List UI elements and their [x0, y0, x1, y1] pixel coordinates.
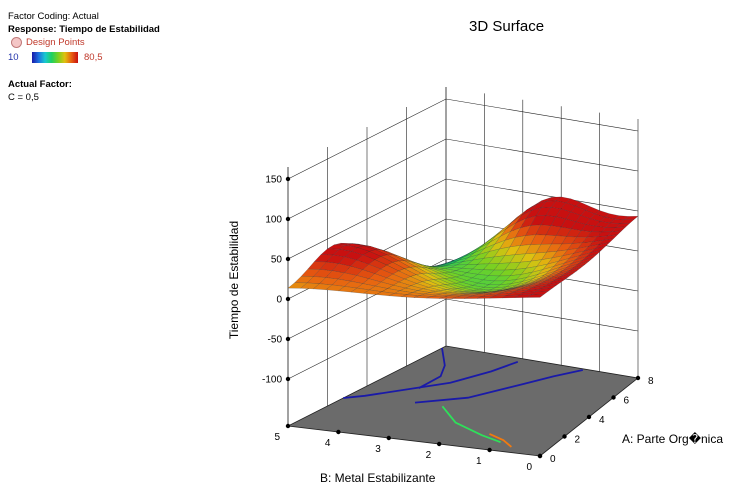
- design-points-label: Design Points: [26, 37, 85, 48]
- z-tick-label: -50: [268, 335, 283, 346]
- contour-line: [414, 369, 583, 404]
- scale-min-label: 10: [8, 52, 19, 63]
- z-tick-label: 50: [271, 255, 283, 266]
- contour-line: [418, 347, 446, 389]
- legend-panel: Factor Coding: Actual Response: Tiempo d…: [8, 10, 160, 104]
- z-tick-mark: [285, 176, 291, 182]
- contour-floor: [286, 345, 639, 457]
- b-tick-label: 5: [274, 432, 280, 443]
- a-tick-label: 4: [599, 415, 605, 426]
- b-tick-label: 4: [325, 438, 331, 449]
- color-gradient-bar: [32, 52, 78, 63]
- b-tick-mark: [386, 435, 391, 441]
- contour-line: [343, 360, 519, 399]
- b-tick-mark: [336, 429, 341, 435]
- a-tick-label: 2: [575, 435, 581, 446]
- b-tick-label: 3: [375, 444, 381, 455]
- z-tick-label: 0: [276, 295, 282, 306]
- a-axis-title: A: Parte Org�nica: [622, 432, 723, 446]
- b-tick-label: 1: [476, 456, 482, 467]
- a-tick-label: 0: [550, 454, 556, 465]
- b-axis-title: B: Metal Estabilizante: [320, 471, 436, 485]
- z-tick-mark: [285, 216, 291, 222]
- z-tick-mark: [285, 376, 291, 382]
- a-tick-mark: [635, 375, 641, 381]
- b-tick-mark: [487, 447, 492, 453]
- a-tick-mark: [586, 414, 592, 420]
- design-point-icon: [11, 37, 22, 48]
- z-tick-mark: [285, 296, 291, 302]
- surface-cell: [526, 294, 545, 298]
- z-axis-title: Tiempo de Estabilidad: [227, 221, 241, 339]
- axis-labels: 150 100 50 0 -50 -100 0 2 4 6 8 0 1 2 3 4 5 Tiempo de Est…: [227, 175, 723, 486]
- actual-factor-title: Actual Factor:: [8, 79, 72, 90]
- gridline-z: [287, 98, 639, 180]
- b-tick-label: 0: [526, 462, 532, 473]
- z-tick-label: 100: [265, 215, 282, 226]
- actual-factor-value: C = 0,5: [8, 92, 39, 103]
- b-tick-mark: [285, 423, 291, 429]
- a-tick-mark: [611, 395, 616, 400]
- z-tick-label: 150: [265, 175, 282, 186]
- b-tick-mark: [437, 441, 442, 447]
- factor-coding-label: Factor Coding: Actual: [8, 11, 99, 22]
- contour-line: [489, 433, 512, 448]
- contour-line: [441, 405, 501, 444]
- design-points-legend: Design Points: [11, 36, 160, 49]
- z-tick-mark: [285, 256, 291, 262]
- b-tick-mark: [537, 453, 543, 459]
- a-tick-label: 8: [648, 376, 654, 387]
- a-tick-label: 6: [624, 396, 630, 407]
- color-scale: 10 80,5: [8, 51, 160, 64]
- floor-plane: [286, 345, 639, 457]
- a-tick-mark: [562, 434, 567, 439]
- response-label: Response: Tiempo de Estabilidad: [8, 24, 160, 35]
- response-surface: [287, 196, 639, 299]
- b-tick-label: 2: [426, 450, 432, 461]
- chart-title: 3D Surface: [469, 18, 545, 35]
- scale-max-label: 80,5: [84, 52, 103, 63]
- z-tick-label: -100: [262, 375, 282, 386]
- z-tick-mark: [285, 336, 291, 342]
